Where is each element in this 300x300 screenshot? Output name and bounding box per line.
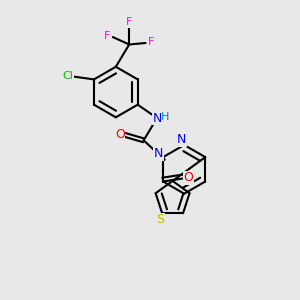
Text: F: F: [126, 17, 132, 28]
Text: O: O: [183, 171, 193, 184]
Text: Cl: Cl: [62, 71, 73, 81]
Text: N: N: [154, 147, 163, 160]
Text: N: N: [177, 133, 187, 146]
Text: F: F: [104, 32, 111, 41]
Text: O: O: [115, 128, 125, 141]
Text: S: S: [157, 213, 165, 226]
Text: H: H: [161, 112, 170, 122]
Text: N: N: [152, 112, 162, 124]
Text: F: F: [148, 38, 154, 47]
